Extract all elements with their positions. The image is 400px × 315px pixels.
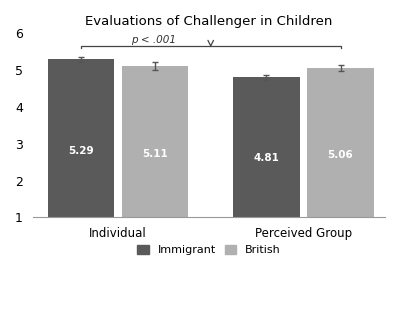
Bar: [48, 60, 114, 217]
Text: 4.81: 4.81: [254, 153, 279, 163]
Text: 5.06: 5.06: [328, 150, 353, 160]
Legend: Immigrant, British: Immigrant, British: [133, 240, 285, 260]
Bar: [233, 77, 300, 217]
Text: 5.11: 5.11: [142, 149, 168, 159]
Text: 5.29: 5.29: [68, 146, 94, 156]
Text: p < .001: p < .001: [131, 35, 176, 45]
Bar: [122, 66, 188, 217]
Bar: [307, 68, 374, 217]
Title: Evaluations of Challenger in Children: Evaluations of Challenger in Children: [85, 15, 332, 28]
